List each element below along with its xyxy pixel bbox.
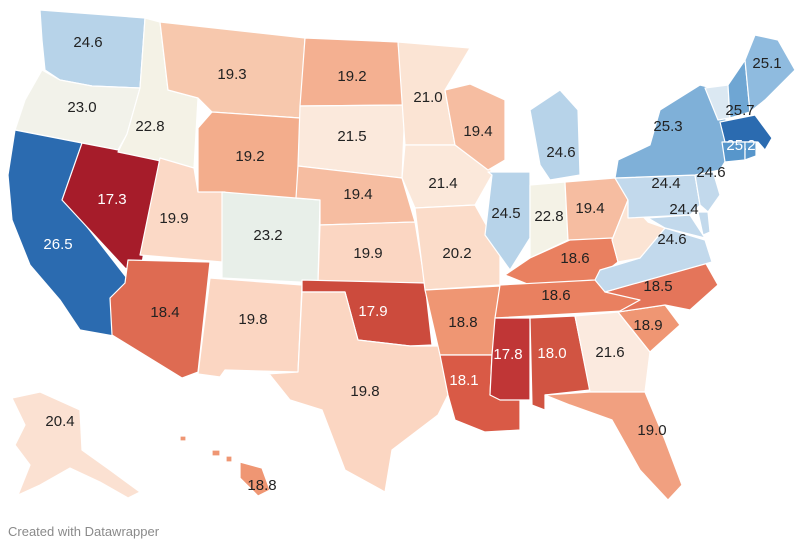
- label-ga: 21.6: [595, 344, 624, 361]
- label-ca: 26.5: [43, 236, 72, 253]
- label-wa: 24.6: [73, 34, 102, 51]
- label-il: 24.5: [491, 205, 520, 222]
- state-tx[interactable]: [219, 291, 449, 493]
- state-il[interactable]: [484, 171, 531, 271]
- label-fl: 19.0: [637, 422, 666, 439]
- label-ma: 25.2: [726, 137, 755, 154]
- state-wi[interactable]: [444, 83, 506, 171]
- state-fl[interactable]: [544, 391, 683, 501]
- label-pa: 24.4: [651, 175, 680, 192]
- label-wi: 19.4: [463, 123, 492, 140]
- label-az: 18.4: [150, 304, 179, 321]
- label-tn: 18.6: [541, 287, 570, 304]
- label-nv: 17.3: [97, 191, 126, 208]
- label-ks: 19.9: [353, 245, 382, 262]
- label-sc: 18.9: [633, 317, 662, 334]
- us-choropleth-map: 24.6 23.0 26.5 17.3 22.8 19.3 19.2 19.9 …: [7, 9, 796, 501]
- label-mo: 20.2: [442, 245, 471, 262]
- state-ri[interactable]: [744, 141, 757, 161]
- state-shapes: [7, 9, 796, 501]
- label-ok: 17.9: [358, 303, 387, 320]
- label-ar: 18.8: [448, 314, 477, 331]
- state-mi[interactable]: [529, 89, 581, 181]
- state-ga[interactable]: [574, 311, 651, 393]
- value-labels: 24.6 23.0 26.5 17.3 22.8 19.3 19.2 19.9 …: [43, 34, 781, 494]
- state-hi[interactable]: [179, 435, 271, 497]
- label-ut: 19.9: [159, 210, 188, 227]
- label-la: 18.1: [449, 372, 478, 389]
- label-mi: 24.6: [546, 144, 575, 161]
- label-al: 18.0: [537, 345, 566, 362]
- state-ak[interactable]: [11, 391, 141, 499]
- label-hi: 18.8: [247, 477, 276, 494]
- label-ne: 19.4: [343, 186, 372, 203]
- label-md: 24.4: [669, 201, 698, 218]
- state-md[interactable]: [647, 214, 706, 239]
- label-tx: 19.8: [350, 383, 379, 400]
- state-az[interactable]: [109, 259, 211, 379]
- label-nj: 24.6: [696, 164, 725, 181]
- label-mn: 21.0: [413, 89, 442, 106]
- credit-line: Created with Datawrapper: [8, 524, 160, 539]
- label-nd: 19.2: [337, 68, 366, 85]
- state-de[interactable]: [697, 211, 711, 236]
- label-or: 23.0: [67, 99, 96, 116]
- label-ia: 21.4: [428, 175, 457, 192]
- label-ny: 25.3: [653, 118, 682, 135]
- label-ak: 20.4: [45, 413, 74, 430]
- label-nm: 19.8: [238, 311, 267, 328]
- label-sd: 21.5: [337, 128, 366, 145]
- label-id: 22.8: [135, 118, 164, 135]
- label-ms: 17.8: [493, 346, 522, 363]
- label-in: 22.8: [534, 208, 563, 225]
- state-mo[interactable]: [414, 204, 501, 291]
- state-ny[interactable]: [614, 84, 733, 179]
- state-me[interactable]: [744, 34, 796, 113]
- label-ky: 18.6: [560, 250, 589, 267]
- label-co: 23.2: [253, 227, 282, 244]
- label-nh: 25.7: [725, 102, 754, 119]
- label-wy: 19.2: [235, 148, 264, 165]
- label-va: 24.6: [657, 231, 686, 248]
- label-me: 25.1: [752, 55, 781, 72]
- label-oh: 19.4: [575, 200, 604, 217]
- label-mt: 19.3: [217, 66, 246, 83]
- state-nc[interactable]: [604, 261, 719, 313]
- label-nc: 18.5: [643, 278, 672, 295]
